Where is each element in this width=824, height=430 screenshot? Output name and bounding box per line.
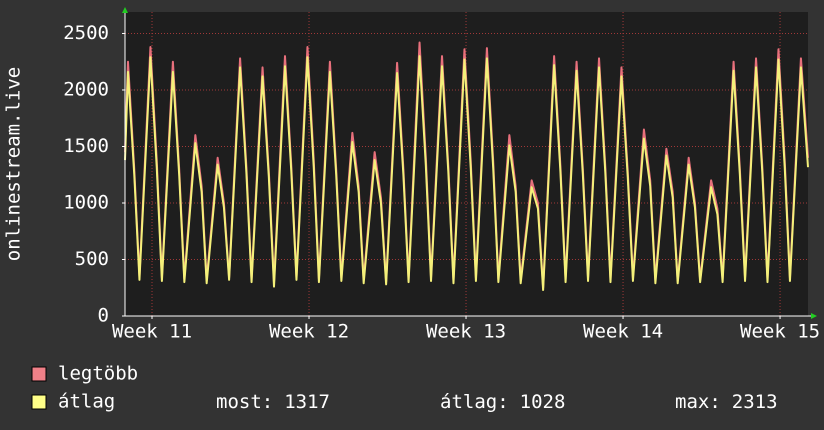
labels: 0 500 1000 1500 2000 2500 Week 11 Week 12 Week 1… (31, 22, 820, 413)
x-axis-arrow (811, 313, 817, 319)
y-tick-label: 2500 (63, 22, 109, 44)
x-tick-label: Week 12 (269, 321, 349, 343)
summary-value: 1317 (284, 391, 330, 413)
summary-stat: most: 1317 (216, 391, 330, 413)
legend-label: átlag (58, 391, 115, 413)
summary-value: 1028 (520, 391, 566, 413)
y-tick-label: 0 (98, 305, 109, 327)
lines (124, 41, 809, 292)
legend-swatch (31, 366, 47, 382)
x-tick-label: Week 11 (112, 321, 192, 343)
summary-label: átlag: (440, 391, 509, 413)
y-axis-label: onlinestream.live (3, 67, 25, 261)
plot-area (125, 12, 808, 316)
legend-label: legtöbb (58, 363, 138, 385)
summary-label: most: (216, 391, 273, 413)
summary-stat: max: 2313 (675, 391, 778, 413)
series-line (124, 55, 809, 292)
y-tick-label: 500 (75, 248, 109, 270)
x-tick-label: Week 14 (583, 321, 663, 343)
x-tick-label: Week 13 (426, 321, 506, 343)
summary-value: 2313 (732, 391, 778, 413)
y-tick-label: 1500 (63, 135, 109, 157)
summary-label: max: (675, 391, 721, 413)
y-axis-arrow (122, 7, 128, 13)
y-tick-label: 1000 (63, 191, 109, 213)
y-tick-label: 2000 (63, 78, 109, 100)
summary-stat: átlag: 1028 (440, 391, 565, 413)
legend-swatch (31, 394, 47, 410)
x-tick-label: Week 15 (740, 321, 820, 343)
